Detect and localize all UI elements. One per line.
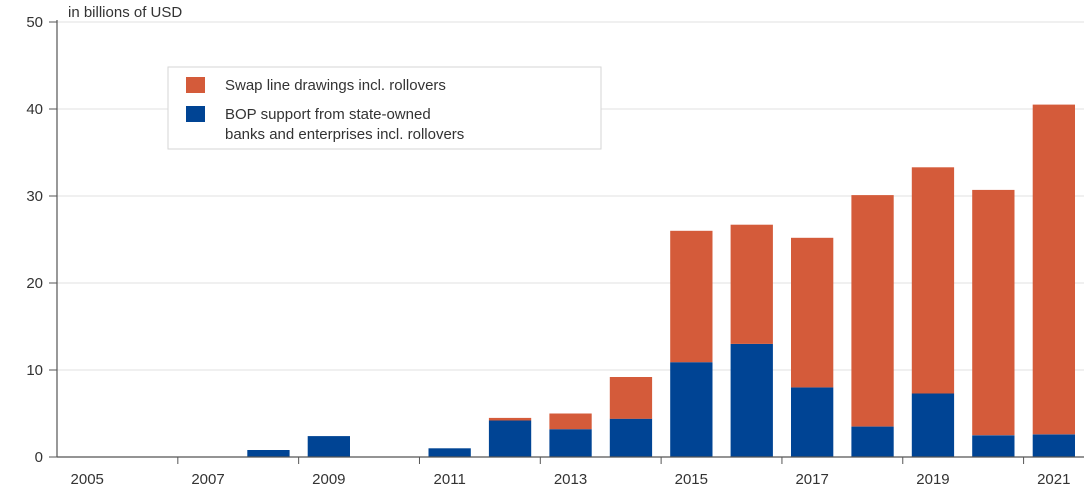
y-tick-label-20: 20 [26, 275, 43, 292]
x-tick-label-2007: 2007 [191, 471, 224, 488]
y-tick-label-50: 50 [26, 14, 43, 31]
x-tick-label-2011: 2011 [434, 471, 466, 488]
bar-2014-bop-support [609, 418, 653, 457]
bar-2020-swap-line [972, 189, 1015, 436]
bar-2018-bop-support [851, 426, 894, 457]
y-tick-label-40: 40 [26, 101, 43, 118]
legend-swatch-swap-line [186, 77, 205, 93]
bar-2015-bop-support [670, 362, 713, 457]
bar-2019-swap-line [911, 167, 955, 394]
legend-label-bop-support-line-1: BOP support from state-owned [225, 106, 431, 123]
x-tick-label-2015: 2015 [675, 471, 708, 488]
x-tick-label-2021: 2021 [1037, 471, 1070, 488]
bar-2016-swap-line [730, 224, 773, 344]
x-tick-label-2005: 2005 [71, 471, 104, 488]
y-axis-ticks: 0 10 20 30 40 50 [26, 14, 57, 466]
y-tick-label-30: 30 [26, 188, 43, 205]
x-tick-label-2013: 2013 [554, 471, 587, 488]
bar-2021-bop-support [1032, 434, 1075, 457]
bar-2016-bop-support [730, 343, 773, 457]
x-tick-label-2009: 2009 [312, 471, 345, 488]
y-tick-label-0: 0 [35, 449, 43, 466]
bar-2014-swap-line [609, 377, 653, 419]
axes [56, 20, 1084, 458]
bar-2013-bop-support [549, 429, 592, 457]
bar-2020-bop-support [972, 435, 1015, 458]
legend: Swap line drawings incl. rollovers BOP su… [167, 66, 602, 150]
bar-2019-bop-support [911, 393, 955, 457]
bar-2008-bop-support [247, 450, 290, 457]
unit-label: in billions of USD [68, 4, 182, 21]
x-tick-label-2017: 2017 [795, 471, 828, 488]
x-tick-label-2019: 2019 [916, 471, 949, 488]
bar-2009-bop-support [307, 436, 350, 457]
legend-swatch-bop-support [186, 106, 205, 122]
bar-2017-swap-line [791, 237, 834, 388]
bar-2017-bop-support [791, 387, 834, 457]
bar-2015-swap-line [670, 230, 713, 363]
legend-box [167, 66, 602, 150]
x-axis-ticks: 2005 2007 2009 2011 2013 2015 2017 2019 2021 [71, 457, 1070, 488]
bar-2012-swap-line [488, 417, 532, 421]
bars [247, 104, 1075, 458]
bar-2011-bop-support [428, 448, 471, 457]
bar-2018-swap-line [851, 195, 894, 427]
bar-2012-bop-support [488, 420, 532, 457]
y-tick-label-10: 10 [26, 362, 43, 379]
bar-2013-swap-line [549, 413, 592, 430]
legend-label-bop-support-line-2: banks and enterprises incl. rollovers [225, 126, 464, 143]
legend-label-swap-line-line-1: Swap line drawings incl. rollovers [225, 77, 446, 94]
bar-2021-swap-line [1032, 104, 1075, 435]
